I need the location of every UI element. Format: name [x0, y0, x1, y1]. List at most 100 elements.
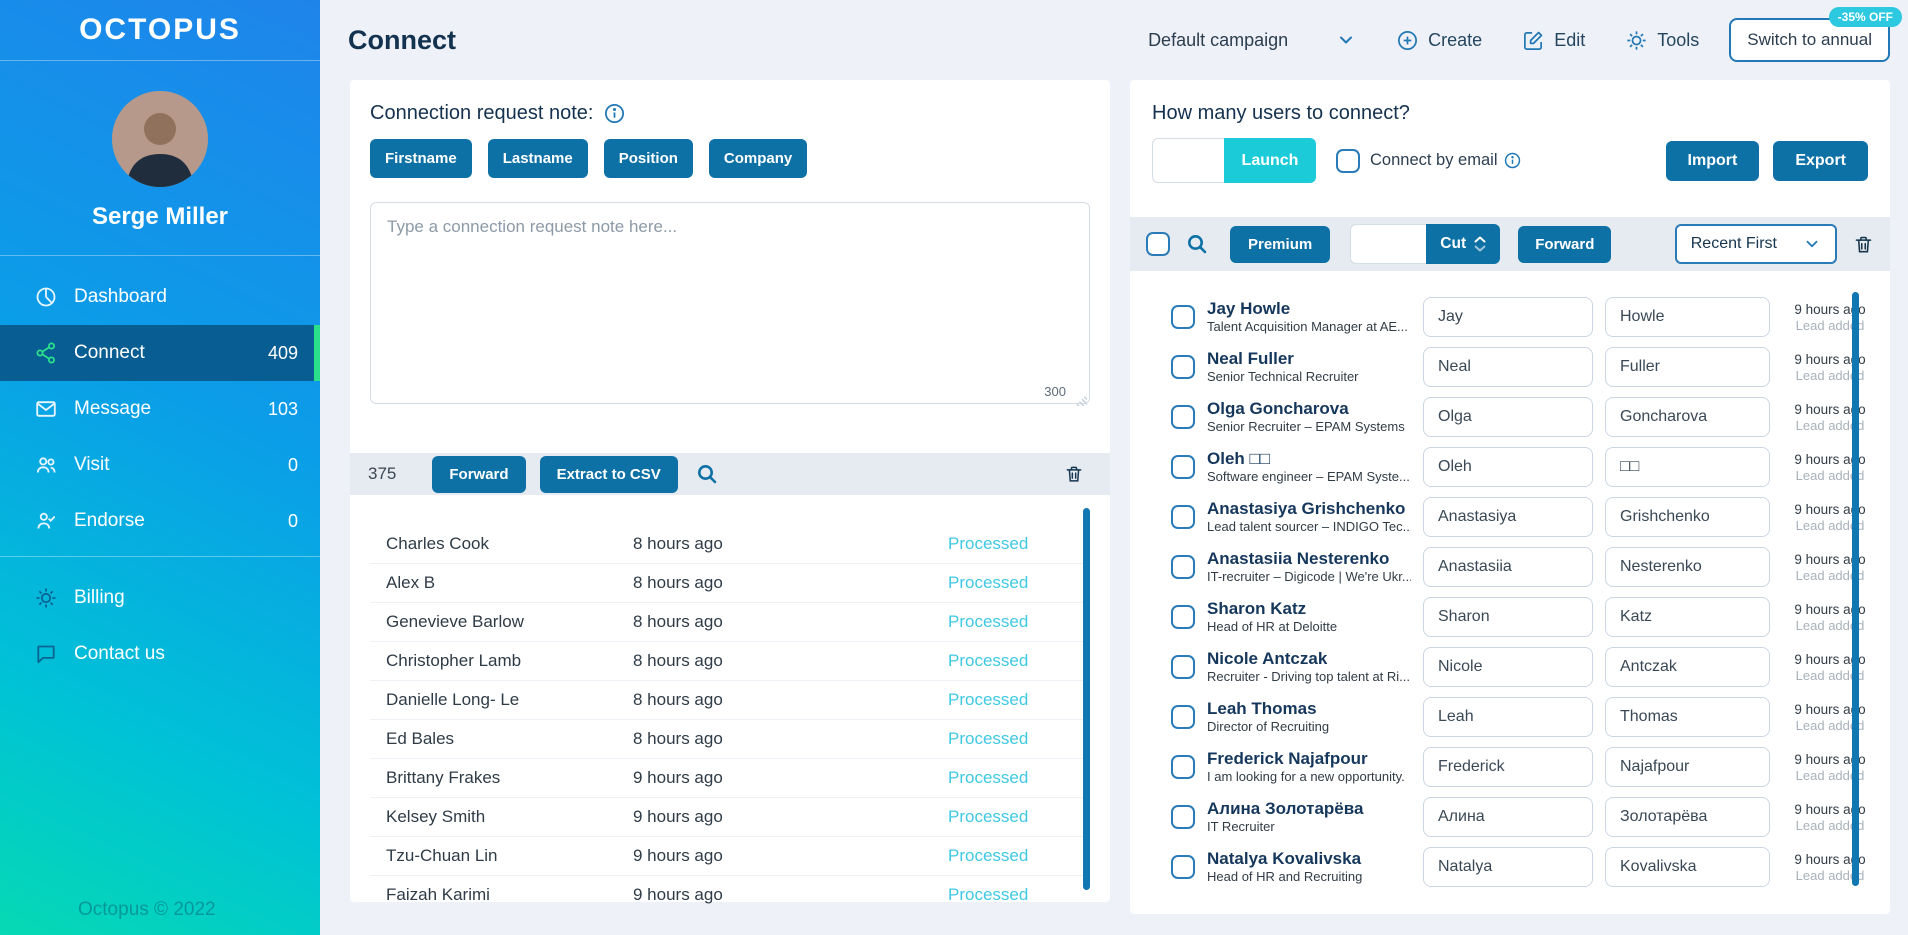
firstname-field[interactable]	[1423, 597, 1593, 637]
firstname-field[interactable]	[1423, 447, 1593, 487]
sort-dropdown[interactable]: Recent First	[1674, 224, 1837, 264]
lastname-field[interactable]	[1605, 447, 1770, 487]
user-checkbox[interactable]	[1171, 555, 1195, 579]
extract-to-csv-button[interactable]: Extract to CSV	[539, 455, 678, 493]
firstname-field[interactable]	[1423, 697, 1593, 737]
processed-row[interactable]: Danielle Long- Le 8 hours ago Processed	[370, 681, 1090, 720]
import-button[interactable]: Import	[1665, 140, 1760, 181]
user-checkbox[interactable]	[1171, 405, 1195, 429]
edit-button[interactable]: Edit	[1522, 29, 1585, 52]
tools-button[interactable]: Tools	[1625, 29, 1699, 52]
lastname-field[interactable]	[1605, 697, 1770, 737]
firstname-field[interactable]	[1423, 547, 1593, 587]
scrollbar[interactable]	[1852, 292, 1859, 886]
processed-row[interactable]: Alex B 8 hours ago Processed	[370, 564, 1090, 603]
cut-button[interactable]: Cut	[1426, 224, 1501, 264]
user-checkbox[interactable]	[1171, 605, 1195, 629]
scrollbar[interactable]	[1083, 508, 1090, 890]
firstname-field[interactable]	[1423, 297, 1593, 337]
lastname-field[interactable]	[1605, 647, 1770, 687]
lastname-field[interactable]	[1605, 747, 1770, 787]
users-count-input[interactable]	[1152, 138, 1224, 183]
user-checkbox[interactable]	[1171, 655, 1195, 679]
sidebar-item-dashboard[interactable]: Dashboard	[0, 269, 320, 325]
launch-button[interactable]: Launch	[1224, 138, 1316, 183]
firstname-field[interactable]	[1423, 847, 1593, 887]
forward-button[interactable]: Forward	[432, 455, 526, 493]
cut-count-input[interactable]	[1350, 224, 1427, 264]
note-textarea[interactable]	[370, 202, 1090, 404]
firstname-field[interactable]	[1423, 397, 1593, 437]
user-checkbox[interactable]	[1171, 855, 1195, 879]
sidebar-item-visit[interactable]: Visit 0	[0, 437, 320, 493]
user-row[interactable]: Natalya Kovalivska Head of HR and Recrui…	[1152, 842, 1868, 892]
processed-row[interactable]: Faizah Karimi 9 hours ago Processed	[370, 876, 1090, 915]
campaign-selector[interactable]: Default campaign	[1148, 30, 1356, 51]
sidebar-item-billing[interactable]: Billing	[0, 570, 320, 626]
user-checkbox[interactable]	[1171, 305, 1195, 329]
user-row[interactable]: Anastasiia Nesterenko IT-recruiter – Dig…	[1152, 542, 1868, 592]
lastname-field[interactable]	[1605, 547, 1770, 587]
variable-chip-button[interactable]: Company	[708, 139, 808, 178]
info-icon[interactable]	[604, 103, 625, 124]
info-icon[interactable]	[1504, 152, 1521, 169]
sidebar-item-message[interactable]: Message 103	[0, 381, 320, 437]
processed-row[interactable]: Tzu-Chuan Lin 9 hours ago Processed	[370, 837, 1090, 876]
user-row[interactable]: Алина Золотарёва IT Recruiter 9 hours ag…	[1152, 792, 1868, 842]
sidebar-item-endorse[interactable]: Endorse 0	[0, 493, 320, 549]
processed-row[interactable]: Ed Bales 8 hours ago Processed	[370, 720, 1090, 759]
firstname-field[interactable]	[1423, 747, 1593, 787]
connect-by-email-checkbox[interactable]	[1336, 148, 1360, 173]
processed-row[interactable]: Brittany Frakes 9 hours ago Processed	[370, 759, 1090, 798]
create-button[interactable]: Create	[1396, 29, 1482, 52]
processed-row[interactable]: Charles Cook 8 hours ago Processed	[370, 525, 1090, 564]
search-icon[interactable]	[696, 463, 718, 485]
variable-chip-button[interactable]: Lastname	[487, 139, 588, 178]
user-row[interactable]: Olga Goncharova Senior Recruiter – EPAM …	[1152, 392, 1868, 442]
sidebar-item-connect[interactable]: Connect 409	[0, 325, 320, 381]
user-row[interactable]: Jay Howle Talent Acquisition Manager at …	[1152, 292, 1868, 342]
processed-row[interactable]: Genevieve Barlow 8 hours ago Processed	[370, 603, 1090, 642]
firstname-field[interactable]	[1423, 647, 1593, 687]
export-button[interactable]: Export	[1773, 140, 1868, 181]
firstname-field[interactable]	[1423, 497, 1593, 537]
switch-to-annual-button[interactable]: Switch to annual -35% OFF	[1729, 7, 1902, 62]
lastname-field[interactable]	[1605, 847, 1770, 887]
user-row[interactable]: Leah Thomas Director of Recruiting 9 hou…	[1152, 692, 1868, 742]
lastname-field[interactable]	[1605, 347, 1770, 387]
char-counter: 300	[1044, 384, 1066, 399]
user-checkbox[interactable]	[1171, 355, 1195, 379]
user-row[interactable]: Anastasiya Grishchenko Lead talent sourc…	[1152, 492, 1868, 542]
contact-name: Faizah Karimi	[386, 885, 490, 904]
user-subtitle: IT-recruiter – Digicode | We're Ukr...	[1207, 569, 1411, 584]
firstname-field[interactable]	[1423, 797, 1593, 837]
premium-button[interactable]: Premium	[1230, 225, 1331, 263]
user-row[interactable]: Neal Fuller Senior Technical Recruiter 9…	[1152, 342, 1868, 392]
user-checkbox[interactable]	[1171, 705, 1195, 729]
user-checkbox[interactable]	[1171, 805, 1195, 829]
user-checkbox[interactable]	[1171, 505, 1195, 529]
lastname-field[interactable]	[1605, 297, 1770, 337]
firstname-field[interactable]	[1423, 347, 1593, 387]
search-icon[interactable]	[1186, 233, 1208, 255]
lastname-field[interactable]	[1605, 397, 1770, 437]
lastname-field[interactable]	[1605, 597, 1770, 637]
lastname-field[interactable]	[1605, 497, 1770, 537]
variable-chip-button[interactable]: Position	[603, 139, 693, 178]
user-checkbox[interactable]	[1171, 455, 1195, 479]
spinner-arrows-icon[interactable]	[1474, 236, 1486, 252]
sidebar-item-contact-us[interactable]: Contact us	[0, 626, 320, 682]
user-row[interactable]: Frederick Najafpour I am looking for a n…	[1152, 742, 1868, 792]
trash-icon[interactable]	[1064, 464, 1084, 484]
forward-button[interactable]: Forward	[1518, 225, 1612, 263]
processed-row[interactable]: Kelsey Smith 9 hours ago Processed	[370, 798, 1090, 837]
user-row[interactable]: Oleh □□ Software engineer – EPAM Syste..…	[1152, 442, 1868, 492]
user-row[interactable]: Sharon Katz Head of HR at Deloitte 9 hou…	[1152, 592, 1868, 642]
trash-icon[interactable]	[1853, 234, 1874, 255]
processed-row[interactable]: Christopher Lamb 8 hours ago Processed	[370, 642, 1090, 681]
lastname-field[interactable]	[1605, 797, 1770, 837]
variable-chip-button[interactable]: Firstname	[370, 139, 472, 178]
user-row[interactable]: Nicole Antczak Recruiter - Driving top t…	[1152, 642, 1868, 692]
user-checkbox[interactable]	[1171, 755, 1195, 779]
select-all-checkbox[interactable]	[1146, 232, 1170, 256]
